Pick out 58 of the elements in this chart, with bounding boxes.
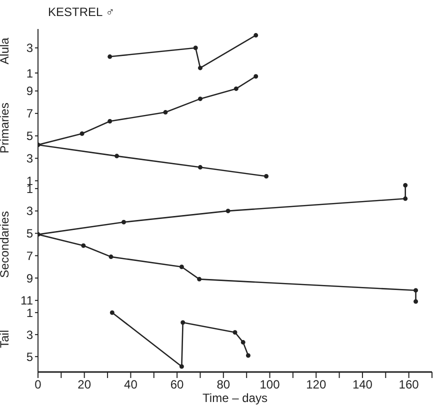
point bbox=[414, 288, 418, 293]
y-tick-label: 3 bbox=[26, 41, 34, 56]
point bbox=[197, 276, 202, 282]
y-tick-label: 1 bbox=[26, 306, 34, 320]
y-axis-title: Alula bbox=[0, 37, 12, 64]
point bbox=[108, 119, 112, 124]
chart-title: KESTREL ♂ bbox=[47, 4, 116, 21]
point bbox=[232, 330, 238, 335]
point bbox=[193, 46, 198, 50]
x-tick-label: 20 bbox=[78, 378, 92, 392]
point bbox=[81, 243, 86, 248]
x-axis-title: Time – days bbox=[202, 391, 268, 405]
y-tick-label: 11 bbox=[20, 294, 34, 308]
y-tick-label: 3 bbox=[26, 204, 34, 218]
x-tick-label: 40 bbox=[124, 378, 138, 392]
point bbox=[226, 208, 230, 214]
point bbox=[254, 33, 258, 38]
y-axis-title: Tail bbox=[0, 330, 12, 348]
x-tick-label: 100 bbox=[260, 378, 280, 392]
point bbox=[254, 74, 258, 79]
y-tick-label: 7 bbox=[26, 248, 34, 263]
x-tick-label: 140 bbox=[352, 378, 373, 392]
point bbox=[163, 110, 168, 115]
point bbox=[198, 96, 202, 102]
x-tick-label: 80 bbox=[216, 378, 230, 392]
point bbox=[110, 310, 114, 315]
point bbox=[108, 254, 114, 260]
point bbox=[240, 340, 246, 345]
y-tick-label: 9 bbox=[26, 271, 34, 286]
point bbox=[246, 353, 250, 358]
y-tick-label: 7 bbox=[26, 106, 34, 121]
y-tick-label: 3 bbox=[26, 152, 34, 166]
point bbox=[403, 183, 408, 188]
point bbox=[80, 131, 84, 136]
point bbox=[122, 220, 126, 224]
point bbox=[264, 174, 269, 179]
point bbox=[403, 196, 408, 201]
x-tick-label: 120 bbox=[306, 378, 326, 392]
point bbox=[414, 299, 418, 304]
x-tick-label: 160 bbox=[398, 378, 420, 392]
point bbox=[179, 264, 184, 270]
y-tick-label: 5 bbox=[26, 350, 34, 364]
point bbox=[179, 364, 184, 369]
point bbox=[234, 86, 238, 91]
y-tick-label: 5 bbox=[26, 129, 34, 144]
y-tick-label: 5 bbox=[26, 226, 34, 241]
x-tick-label: 60 bbox=[170, 378, 184, 392]
point bbox=[108, 54, 112, 59]
point bbox=[180, 320, 186, 325]
y-axis-title: Secondaries bbox=[0, 211, 12, 278]
y-axis-title: Primaries bbox=[0, 102, 12, 154]
point bbox=[198, 165, 202, 170]
y-tick-label: 9 bbox=[26, 84, 34, 98]
x-tick-label: 0 bbox=[34, 378, 42, 392]
point bbox=[114, 154, 120, 158]
y-tick-label: 3 bbox=[26, 328, 34, 342]
y-tick-label: 1 bbox=[26, 66, 34, 80]
point bbox=[198, 66, 202, 70]
